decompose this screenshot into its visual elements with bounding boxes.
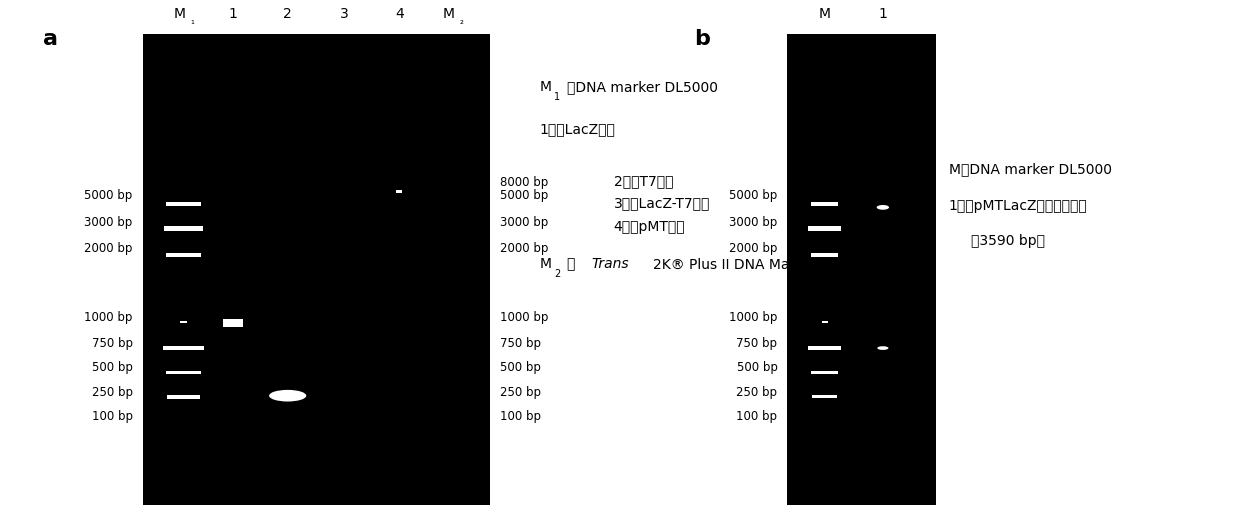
Text: 为DNA marker DL5000: 为DNA marker DL5000 (567, 80, 718, 94)
Text: 8000 bp: 8000 bp (500, 176, 548, 189)
Text: 2: 2 (554, 269, 560, 279)
Text: 1000 bp: 1000 bp (729, 311, 777, 324)
Text: M: M (818, 7, 831, 21)
Bar (164, 346, 203, 350)
Text: M: M (443, 7, 455, 21)
Bar (166, 253, 201, 257)
Bar (166, 370, 201, 375)
Text: 2K® Plus II DNA Marker: 2K® Plus II DNA Marker (653, 258, 817, 271)
Text: 750 bp: 750 bp (500, 338, 541, 350)
Text: 4号为pMT基因: 4号为pMT基因 (614, 221, 686, 234)
Text: 1号为LacZ基因: 1号为LacZ基因 (539, 123, 615, 136)
Text: 750 bp: 750 bp (737, 338, 777, 350)
Text: 250 bp: 250 bp (737, 386, 777, 399)
Text: M: M (539, 258, 552, 271)
Text: M: M (539, 80, 552, 94)
Text: 为: 为 (567, 258, 575, 271)
Bar (223, 318, 243, 326)
Text: （3590 bp）: （3590 bp） (971, 234, 1045, 248)
Text: a: a (43, 29, 58, 49)
Bar (166, 202, 201, 205)
Bar (811, 253, 838, 257)
Text: 250 bp: 250 bp (500, 386, 541, 399)
Text: M为DNA marker DL5000: M为DNA marker DL5000 (949, 162, 1111, 176)
Text: M: M (174, 7, 186, 21)
Text: 1000 bp: 1000 bp (500, 311, 548, 324)
Text: 3000 bp: 3000 bp (84, 216, 133, 229)
Text: ₁: ₁ (190, 16, 195, 26)
Bar (180, 321, 187, 323)
Text: 5000 bp: 5000 bp (500, 189, 548, 202)
Text: 100 bp: 100 bp (500, 411, 541, 423)
Text: 100 bp: 100 bp (92, 411, 133, 423)
Text: 500 bp: 500 bp (92, 361, 133, 374)
Ellipse shape (878, 346, 888, 350)
Text: b: b (694, 29, 711, 49)
Text: 3: 3 (340, 7, 350, 21)
Bar (811, 202, 838, 205)
Text: 2号为T7基因: 2号为T7基因 (614, 174, 673, 188)
Bar (812, 395, 837, 398)
Text: 1号为pMTLacZ质粒验证片段: 1号为pMTLacZ质粒验证片段 (949, 199, 1087, 213)
Text: 1000 bp: 1000 bp (84, 311, 133, 324)
Text: 2000 bp: 2000 bp (84, 242, 133, 255)
Text: 5000 bp: 5000 bp (729, 189, 777, 202)
Ellipse shape (269, 390, 306, 402)
Text: 3000 bp: 3000 bp (500, 216, 548, 229)
Text: 5000 bp: 5000 bp (84, 189, 133, 202)
Bar (397, 190, 402, 193)
Bar (167, 395, 200, 399)
Text: 3000 bp: 3000 bp (729, 216, 777, 229)
Text: 100 bp: 100 bp (737, 411, 777, 423)
Bar (164, 226, 203, 231)
Text: 500 bp: 500 bp (500, 361, 541, 374)
Text: 750 bp: 750 bp (92, 338, 133, 350)
Text: Trans: Trans (591, 258, 629, 271)
Text: 500 bp: 500 bp (737, 361, 777, 374)
Bar (811, 371, 838, 374)
Bar (787, 34, 936, 505)
Bar (822, 321, 828, 323)
Bar (143, 34, 490, 505)
Text: 4: 4 (394, 7, 404, 21)
Ellipse shape (877, 205, 889, 209)
Text: 1: 1 (228, 7, 238, 21)
Text: 2: 2 (283, 7, 293, 21)
Bar (808, 346, 841, 350)
Text: 2000 bp: 2000 bp (729, 242, 777, 255)
Text: 1: 1 (878, 7, 888, 21)
Text: 3号为LacZ-T7基因: 3号为LacZ-T7基因 (614, 197, 711, 211)
Text: 2000 bp: 2000 bp (500, 242, 548, 255)
Text: 250 bp: 250 bp (92, 386, 133, 399)
Text: ₂: ₂ (459, 16, 464, 26)
Text: 1: 1 (554, 92, 560, 102)
Bar (808, 226, 841, 231)
